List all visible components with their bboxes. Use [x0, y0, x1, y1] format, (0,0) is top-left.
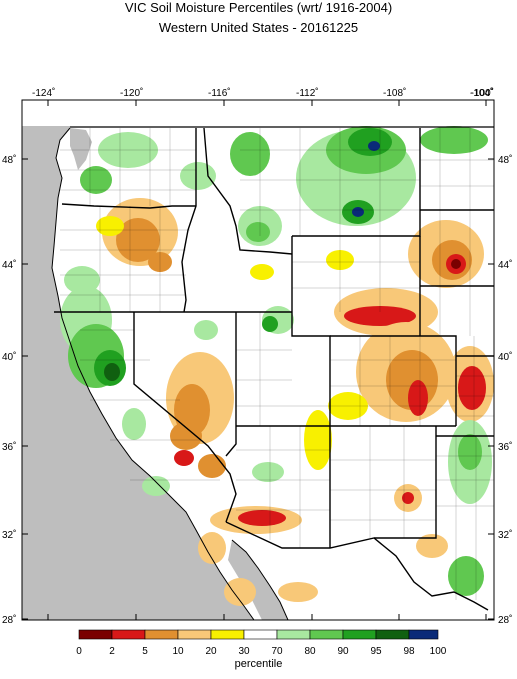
legend-swatch	[144, 629, 179, 640]
legend-tick-label: 5	[142, 646, 148, 657]
map-frame-border	[21, 99, 495, 621]
legend-swatch	[276, 629, 311, 640]
map-title: VIC Soil Moisture Percentiles (wrt/ 1916…	[124, 0, 393, 15]
state-borders	[54, 127, 494, 611]
legend-swatch	[78, 629, 113, 640]
lat-label-right: 48˚	[498, 154, 512, 166]
longitude-labels: -124˚ -120˚ -116˚ -112˚ -108˚ -104˚ -100…	[32, 87, 494, 99]
legend-tick-label: 0	[76, 646, 82, 657]
legend-swatch	[177, 629, 212, 640]
legend-swatch	[309, 629, 344, 640]
lat-label-left: 36˚	[2, 441, 16, 453]
legend-swatch	[375, 629, 410, 640]
lon-label: -112˚	[296, 87, 319, 99]
legend-tick-label: 2	[109, 646, 115, 657]
legend-tick-label: 30	[238, 646, 250, 657]
lat-label-right: 44˚	[498, 259, 512, 271]
lon-label: -116˚	[208, 87, 231, 99]
legend-tick-label: 100	[430, 646, 447, 657]
axis-ticks	[22, 100, 494, 620]
lon-label: -104˚	[470, 87, 493, 99]
legend-tick-label: 20	[205, 646, 217, 657]
lon-label: -100˚	[471, 87, 494, 99]
map-subtitle: Western United States - 20161225	[158, 20, 359, 35]
legend-color-bar	[78, 629, 439, 640]
legend-tick-label: 80	[304, 646, 316, 657]
legend-swatch	[111, 629, 146, 640]
lat-label-left: 44˚	[2, 259, 16, 271]
legend-tick-label: 95	[370, 646, 382, 657]
lat-label-left: 40˚	[2, 351, 16, 363]
pacific-ocean	[22, 100, 254, 620]
baja-east-coast	[231, 539, 289, 620]
lat-label-right: 40˚	[498, 351, 512, 363]
legend-tick-labels: 0 2 5 10 20 30 70 80 90 95 98 100	[76, 646, 447, 657]
map-top-margin	[22, 100, 494, 126]
county-lines	[60, 128, 494, 600]
legend-swatch	[342, 629, 377, 640]
lon-label: -108˚	[383, 87, 406, 99]
gulf-of-california	[228, 540, 288, 620]
latitude-labels-left: 48˚ 44˚ 40˚ 36˚ 32˚ 28˚	[2, 154, 16, 626]
puget-sound	[70, 128, 92, 170]
legend-tick-label: 70	[271, 646, 283, 657]
lat-label-left: 28˚	[2, 614, 16, 626]
lon-label: -124˚	[32, 87, 55, 99]
lat-label-right: 32˚	[498, 529, 512, 541]
lat-label-right: 36˚	[498, 441, 512, 453]
lat-label-left: 32˚	[2, 529, 16, 541]
legend-tick-label: 98	[403, 646, 415, 657]
legend-tick-label: 10	[172, 646, 184, 657]
legend-tick-label: 90	[337, 646, 349, 657]
lon-label: -120˚	[120, 87, 143, 99]
legend-title: percentile	[234, 658, 283, 670]
legend-swatch	[210, 629, 245, 640]
coastline	[51, 127, 255, 620]
lat-label-left: 48˚	[2, 154, 16, 166]
legend-swatch	[243, 629, 278, 640]
lat-label-right: 28˚	[498, 614, 512, 626]
latitude-labels-right: 48˚ 44˚ 40˚ 36˚ 32˚ 28˚	[498, 154, 512, 626]
legend-swatch	[408, 629, 439, 640]
